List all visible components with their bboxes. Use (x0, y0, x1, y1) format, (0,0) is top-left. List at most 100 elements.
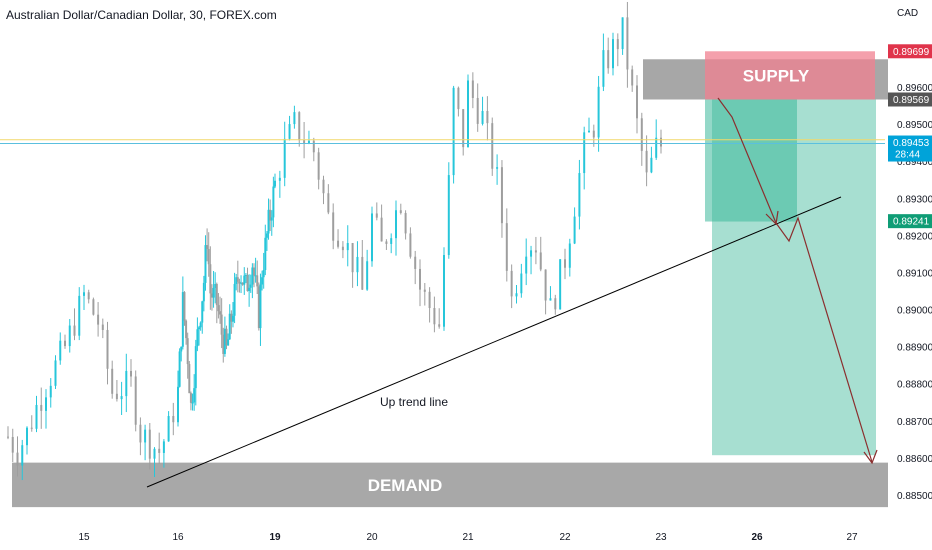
price-badge-current-bg (888, 135, 932, 162)
candle-body (433, 308, 436, 325)
candle-body (539, 252, 542, 270)
entry-zone (705, 99, 797, 222)
candle-body (259, 284, 262, 329)
candle-body (298, 112, 301, 141)
candle-body (188, 364, 191, 394)
candle-body (307, 140, 310, 144)
candle-body (650, 157, 653, 173)
x-tick-label: 20 (366, 532, 378, 543)
x-tick-label: 26 (751, 532, 763, 543)
candle-body (423, 289, 426, 292)
trend-line-label: Up trend line (380, 395, 448, 409)
candle-body (35, 404, 38, 429)
candle-body (283, 138, 286, 178)
candle-body (225, 328, 228, 346)
candle-body (640, 118, 643, 151)
candle-body (148, 429, 151, 459)
candle-body (409, 233, 412, 257)
candle-body (92, 299, 95, 315)
candle-body (452, 87, 455, 176)
candle-body (655, 137, 658, 158)
x-tick-label: 27 (846, 532, 858, 543)
candle-body (144, 429, 147, 443)
candle-body (158, 448, 161, 453)
candle-body (272, 186, 275, 218)
y-tick-label: 0.89000 (897, 306, 932, 317)
y-tick-label: 0.89600 (897, 83, 932, 94)
candle-body (496, 167, 499, 169)
candle-body (467, 80, 469, 148)
x-tick-label: 15 (78, 532, 90, 543)
candle-body (199, 322, 202, 328)
candle-body (194, 346, 197, 389)
y-tick-label: 0.89300 (897, 194, 932, 205)
candle-body (186, 338, 189, 365)
candle-body (130, 370, 132, 377)
candle-body (270, 217, 273, 221)
candle-body (491, 123, 494, 169)
x-tick-label: 21 (462, 532, 474, 543)
candle-body (212, 287, 215, 298)
projection-arrowhead-mid (765, 210, 779, 226)
candle-body (303, 140, 306, 144)
candle-body (254, 275, 257, 277)
candle-body (252, 267, 255, 276)
candle-body (231, 315, 234, 322)
candle-body (515, 293, 518, 297)
candle-body (111, 368, 114, 394)
candle-body (246, 274, 249, 292)
candle-body (351, 243, 354, 273)
candle-body (45, 397, 47, 411)
candle-body (139, 424, 142, 443)
candle-body (293, 112, 296, 125)
candle-body (592, 130, 595, 138)
axis-layer: 0.88500 0.88600 0.88700 0.88800 0.88900 0.890… (78, 83, 932, 543)
candle-body (106, 329, 109, 369)
candle-body (251, 267, 254, 285)
candle-body (457, 87, 460, 110)
candle-body (346, 243, 349, 251)
candle-body (68, 325, 71, 347)
candle-body (327, 193, 330, 213)
price-badge-top: 0.89699 (893, 47, 930, 58)
candle-body (97, 314, 100, 325)
candle-body (578, 173, 581, 217)
projection-arrowhead-end (863, 449, 878, 465)
candle-body (198, 327, 201, 330)
candle-body (262, 269, 265, 278)
y-tick-label: 0.88600 (897, 454, 932, 465)
candle-body (341, 246, 344, 251)
candle-body (399, 210, 402, 213)
candle-body (223, 328, 226, 354)
candle-body (134, 376, 137, 425)
candle-body (215, 283, 218, 306)
candle-body (125, 370, 128, 397)
x-tick-label: 16 (172, 532, 184, 543)
candle-body (438, 324, 441, 327)
candle-body (559, 259, 562, 310)
currency-label: CAD (897, 8, 919, 19)
candle-body (414, 256, 417, 269)
candle-body (249, 284, 252, 288)
candle-body (243, 275, 246, 285)
candle-body (597, 86, 600, 138)
candle-body (257, 286, 260, 329)
candle-body (228, 313, 231, 340)
candle-body (636, 85, 638, 119)
candle-body (120, 396, 123, 400)
candle-body (265, 233, 268, 238)
candle-body (626, 17, 629, 70)
price-badge-gray: 0.89569 (893, 95, 930, 106)
candle-body (332, 212, 335, 241)
y-tick-label: 0.89100 (897, 268, 932, 279)
candle-body (185, 320, 188, 339)
candle-body (183, 292, 186, 321)
candle-body (476, 97, 479, 124)
candle-body (500, 167, 503, 224)
candle-body (21, 445, 24, 466)
price-badge-gray-bg (888, 92, 932, 107)
candle-body (54, 360, 57, 386)
candle-body (510, 270, 513, 297)
